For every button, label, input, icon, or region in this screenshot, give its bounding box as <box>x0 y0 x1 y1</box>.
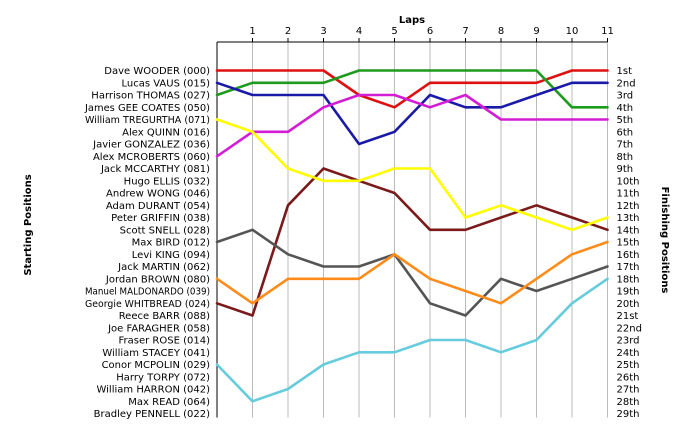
x-tick-label: 7 <box>462 26 468 37</box>
finish-label: 13th <box>617 213 640 224</box>
start-label: Georgie WHITBREAD (024) <box>85 299 210 310</box>
finish-label: 1st <box>617 66 633 77</box>
finish-label: 19th <box>617 287 640 298</box>
start-label: Alex MCROBERTS (060) <box>93 152 210 163</box>
start-label: Adam DURANT (054) <box>106 201 210 212</box>
finish-label: 2nd <box>617 78 636 89</box>
start-label: Andrew WONG (046) <box>106 189 210 200</box>
start-label: Fraser ROSE (014) <box>119 336 211 347</box>
series-line <box>215 240 609 305</box>
series-line <box>215 81 609 146</box>
series-line <box>215 277 609 403</box>
start-label: William TREGURTHA (071) <box>85 115 210 126</box>
start-label: Jack MARTIN (062) <box>117 262 210 273</box>
start-label: Max READ (064) <box>128 397 210 408</box>
start-label: William STACEY (041) <box>102 348 210 359</box>
finish-label: 3rd <box>617 91 634 102</box>
finish-labels: 1st2nd3rd4th5th6th7th8th9th10th11th12th1… <box>617 66 642 420</box>
series-line <box>215 118 609 232</box>
finish-label: 29th <box>617 409 640 420</box>
finish-label: 11th <box>617 189 640 200</box>
finish-label: 22nd <box>617 323 642 334</box>
start-label: Max BIRD (012) <box>132 238 210 249</box>
start-labels: Dave WOODER (000)Lucas VAUS (015) Harriso… <box>84 66 210 420</box>
grid <box>216 38 608 418</box>
series-line <box>215 228 609 317</box>
start-label: Conor MCPOLIN (029) <box>102 360 211 371</box>
series-lines <box>215 69 609 403</box>
x-tick-label: 10 <box>566 26 579 37</box>
x-tick-label: 11 <box>601 26 614 37</box>
start-label: Harrison THOMAS (027) <box>91 91 210 102</box>
finish-label: 15th <box>617 238 640 249</box>
series-line <box>215 93 609 158</box>
x-tick-label: 3 <box>320 26 326 37</box>
start-label: Javier GONZALEZ (036) <box>92 140 210 151</box>
finish-label: 12th <box>617 201 640 212</box>
start-label: James GEE COATES (050) <box>84 103 210 114</box>
start-label: Peter GRIFFIN (038) <box>111 213 210 224</box>
finish-label: 28th <box>617 397 640 408</box>
finish-label: 27th <box>617 385 640 396</box>
finish-label: 18th <box>617 274 640 285</box>
finish-label: 9th <box>617 164 634 175</box>
x-axis-title: Laps <box>399 15 425 26</box>
finish-label: 5th <box>617 115 634 126</box>
y-axis-title-left: Starting Positions <box>23 174 34 275</box>
start-label: Harry TORPY (072) <box>116 372 210 383</box>
x-tick-label: 8 <box>498 26 504 37</box>
start-label: Jack MCCARTHY (081) <box>100 164 210 175</box>
start-label: Reece BARR (088) <box>119 311 210 322</box>
finish-label: 23rd <box>617 336 640 347</box>
finish-label: 17th <box>617 262 640 273</box>
series-line <box>215 69 609 109</box>
start-label: Levi KING (094) <box>132 250 210 261</box>
start-label: William HARRON (042) <box>96 385 210 396</box>
series-line <box>215 167 609 317</box>
finish-label: 21st <box>617 311 639 322</box>
x-tick-label: 9 <box>533 26 539 37</box>
series-line <box>215 69 609 109</box>
x-tick-label: 5 <box>391 26 397 37</box>
start-label: Jordan BROWN (080) <box>105 274 210 285</box>
start-label: Joe FARAGHER (058) <box>107 323 210 334</box>
finish-label: 4th <box>617 103 634 114</box>
x-tick-label: 2 <box>285 26 291 37</box>
start-label: Lucas VAUS (015) <box>121 78 210 89</box>
finish-label: 26th <box>617 372 640 383</box>
finish-label: 25th <box>617 360 640 371</box>
finish-label: 20th <box>617 299 640 310</box>
x-tick-label: 6 <box>427 26 433 37</box>
start-label: Manuel MALDONARDO (039) <box>85 287 210 298</box>
x-tick-labels: 1 2 3 4 5 6 7 8 9 10 11 <box>249 26 614 37</box>
start-label: Hugo ELLIS (032) <box>124 176 210 187</box>
start-label: Bradley PENNELL (022) <box>94 409 210 420</box>
x-tick-label: 1 <box>249 26 255 37</box>
finish-label: 10th <box>617 176 640 187</box>
start-label: Dave WOODER (000) <box>104 66 210 77</box>
finish-label: 16th <box>617 250 640 261</box>
x-tick-label: 4 <box>356 26 362 37</box>
finish-label: 24th <box>617 348 640 359</box>
finish-label: 7th <box>617 140 634 151</box>
finish-label: 6th <box>617 127 634 138</box>
start-label: Scott SNELL (028) <box>120 225 210 236</box>
start-label: Alex QUINN (016) <box>122 127 210 138</box>
finish-label: 8th <box>617 152 634 163</box>
y-axis-title-right: Finishing Positions <box>659 187 670 294</box>
finish-label: 14th <box>617 225 640 236</box>
